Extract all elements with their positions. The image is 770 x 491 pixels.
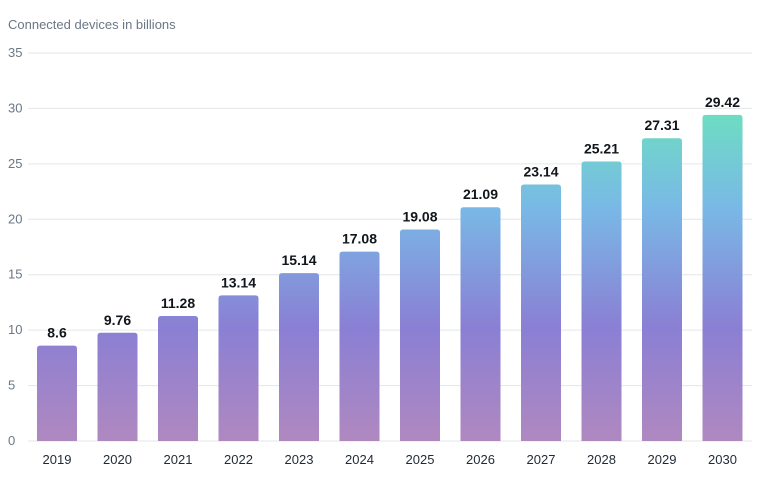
y-tick-label: 20	[8, 211, 22, 226]
bars	[37, 114, 743, 442]
data-label-2024: 17.08	[342, 231, 377, 247]
x-tick-label-2026: 2026	[466, 452, 495, 467]
x-tick-label-2023: 2023	[285, 452, 314, 467]
y-tick-label: 0	[8, 433, 15, 448]
bar-2023	[279, 273, 319, 441]
bar-2029	[642, 138, 682, 441]
bar-2024	[339, 251, 380, 441]
x-tick-label-2030: 2030	[708, 452, 737, 467]
data-label-2030: 29.42	[705, 94, 740, 110]
y-tick-label: 10	[8, 322, 22, 337]
x-tick-label-2028: 2028	[587, 452, 616, 467]
bar-2025	[400, 229, 440, 441]
bar-2022	[218, 295, 259, 441]
data-labels: 8.6 9.76 11.28 13.14 15.14 17.08 19.08 21.09 23.…	[47, 94, 740, 341]
data-label-2028: 25.21	[584, 141, 619, 157]
y-tick-label: 35	[8, 45, 22, 60]
x-tick-label-2025: 2025	[406, 452, 435, 467]
x-tick-label-2019: 2019	[43, 452, 72, 467]
y-tick-label: 15	[8, 267, 22, 282]
data-label-2022: 13.14	[221, 274, 256, 290]
y-axis-title: Connected devices in billions	[8, 17, 176, 32]
bar-2030	[702, 114, 743, 442]
data-label-2019: 8.6	[47, 325, 67, 341]
data-label-2021: 11.28	[161, 295, 195, 311]
data-label-2025: 19.08	[402, 208, 437, 224]
gridlines	[28, 52, 752, 442]
y-tick-label: 5	[8, 378, 15, 393]
x-axis-ticks: 2019 2020 2021 2022 2023 2024 2025 2026 2027 2028…	[43, 452, 737, 467]
y-axis-ticks: 0 5 10 15 20 25 30 35	[8, 45, 22, 448]
bar-2026	[460, 207, 501, 441]
bar-2019	[37, 345, 77, 441]
bar-2020	[97, 332, 138, 441]
data-label-2027: 23.14	[523, 163, 558, 179]
data-label-2029: 27.31	[644, 117, 679, 133]
data-label-2026: 21.09	[463, 186, 498, 202]
x-tick-label-2020: 2020	[103, 452, 132, 467]
data-label-2023: 15.14	[281, 252, 316, 268]
x-tick-label-2029: 2029	[648, 452, 677, 467]
x-tick-label-2027: 2027	[527, 452, 556, 467]
x-tick-label-2021: 2021	[164, 452, 193, 467]
y-tick-label: 30	[8, 100, 22, 115]
bar-2028	[581, 161, 622, 441]
bar-2021	[158, 315, 198, 441]
x-tick-label-2024: 2024	[345, 452, 374, 467]
bar-2027	[521, 184, 561, 442]
data-label-2020: 9.76	[104, 312, 131, 328]
y-tick-label: 25	[8, 156, 22, 171]
x-tick-label-2022: 2022	[224, 452, 253, 467]
